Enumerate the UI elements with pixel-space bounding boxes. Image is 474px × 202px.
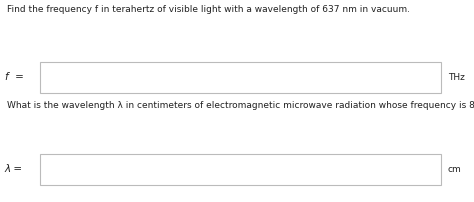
Text: What is the wavelength λ in centimeters of electromagnetic microwave radiation w: What is the wavelength λ in centimeters … <box>7 101 474 110</box>
FancyBboxPatch shape <box>40 62 441 93</box>
Text: λ =: λ = <box>5 164 23 174</box>
Text: f  =: f = <box>5 72 24 82</box>
Text: cm: cm <box>448 165 462 174</box>
FancyBboxPatch shape <box>40 154 441 185</box>
Text: Find the frequency f in terahertz of visible light with a wavelength of 637 nm i: Find the frequency f in terahertz of vis… <box>7 5 410 14</box>
Text: THz: THz <box>448 73 465 82</box>
